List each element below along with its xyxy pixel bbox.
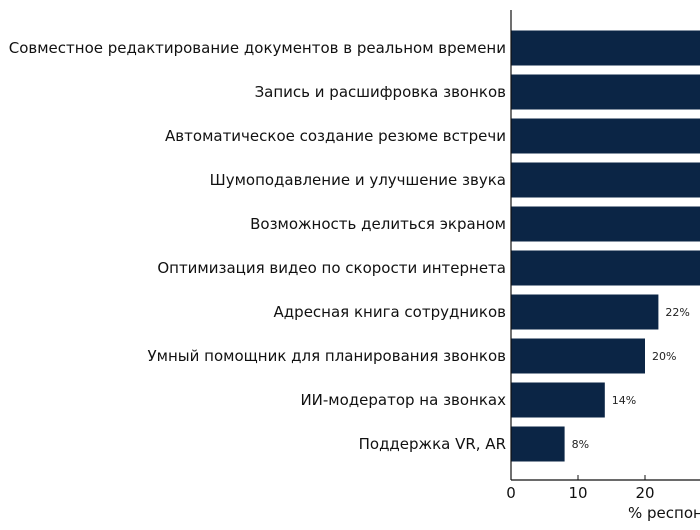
category-label-9: ИИ-модератор на звонках (300, 391, 506, 409)
x-axis-title: % респондентов (628, 504, 700, 522)
x-ticks-layer: 0 10 20 (506, 475, 655, 502)
bar-1 (511, 30, 700, 66)
x-tick-label-1: 0 (506, 484, 516, 502)
category-label-3: Автоматическое создание резюме встречи (165, 127, 506, 145)
data-labels-layer: 22% 20% 14% 8% (572, 306, 690, 451)
bar-8 (511, 338, 645, 374)
x-tick-label-2: 10 (568, 484, 587, 502)
category-label-6: Оптимизация видео по скорости интернета (157, 259, 506, 277)
bar-2 (511, 74, 700, 110)
x-tick-label-3: 20 (635, 484, 654, 502)
category-label-4: Шумоподавление и улучшение звука (210, 171, 506, 189)
bar-3 (511, 118, 700, 154)
bar-4 (511, 162, 700, 198)
data-label-8: 20% (652, 350, 676, 363)
bars-layer (511, 30, 700, 462)
category-label-1: Совместное редактирование документов в р… (9, 39, 506, 57)
bar-7 (511, 294, 659, 330)
bar-5 (511, 206, 700, 242)
category-label-7: Адресная книга сотрудников (274, 303, 506, 321)
bar-6 (511, 250, 700, 286)
category-label-10: Поддержка VR, AR (359, 435, 506, 453)
bar-9 (511, 382, 605, 418)
category-labels-layer: Совместное редактирование документов в р… (9, 39, 506, 453)
data-label-10: 8% (572, 438, 589, 451)
data-label-7: 22% (665, 306, 689, 319)
bar-10 (511, 426, 565, 462)
data-label-9: 14% (612, 394, 636, 407)
category-label-8: Умный помощник для планирования звонков (148, 347, 506, 365)
category-label-2: Запись и расшифровка звонков (255, 83, 506, 101)
category-label-5: Возможность делиться экраном (250, 215, 506, 233)
